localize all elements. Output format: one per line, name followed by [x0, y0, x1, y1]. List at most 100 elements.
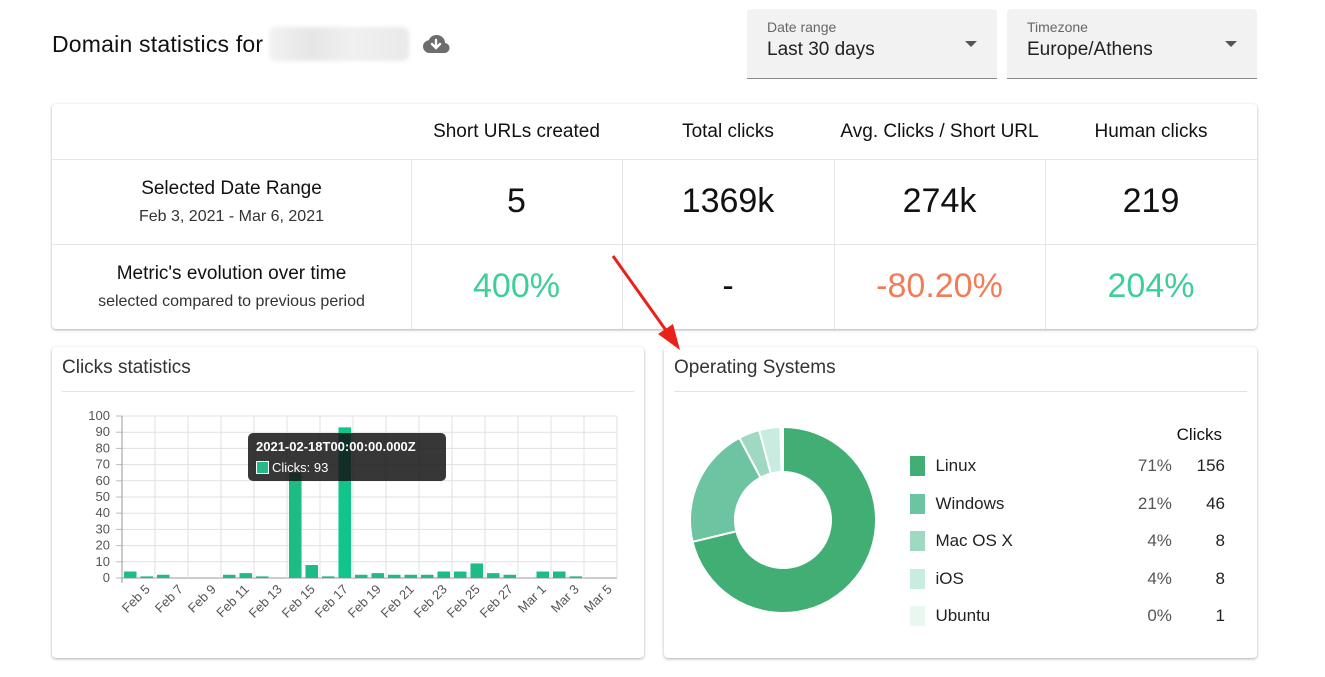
bar — [255, 576, 269, 578]
pie-slice — [691, 425, 877, 614]
legend-name: Ubuntu — [935, 606, 991, 625]
chevron-down-icon — [965, 41, 977, 47]
timezone-label: Timezone — [1027, 19, 1088, 35]
row-title: Selected Date Range — [141, 177, 322, 199]
legend-clicks: 8 — [1215, 568, 1225, 588]
y-tick-label: 100 — [88, 408, 110, 423]
bar — [354, 574, 368, 578]
x-tick-label: Feb 23 — [411, 582, 450, 621]
clicks-statistics-card: Clicks statistics 0 10 20 30 40 50 60 70 80 90 100… — [52, 347, 644, 658]
short-urls-evolution: 400% — [473, 267, 560, 305]
bar — [123, 571, 137, 578]
date-range-value: Last 30 days — [767, 39, 875, 60]
timezone-value: Europe/Athens — [1027, 39, 1153, 60]
tooltip-title: 2021-02-18T00:00:00.000Z — [256, 439, 416, 454]
bar — [222, 574, 236, 578]
legend-row[interactable]: iOS 4% 8 — [910, 567, 1225, 591]
legend-row[interactable]: Mac OS X 4% 8 — [910, 529, 1225, 553]
y-tick-label: 60 — [96, 473, 110, 488]
legend-percent: 4% — [1147, 531, 1172, 550]
bar — [453, 571, 467, 578]
y-tick-label: 40 — [96, 505, 110, 520]
timezone-select[interactable]: Timezone Europe/Athens — [1007, 9, 1257, 79]
chart-tooltip: 2021-02-18T00:00:00.000Z Clicks: 93 — [248, 433, 446, 481]
x-tick-label: Feb 27 — [477, 582, 516, 621]
bar — [321, 576, 335, 578]
tooltip-swatch — [256, 461, 269, 474]
column-header: Short URLs created — [433, 120, 600, 142]
legend-percent: 71% — [1137, 456, 1172, 475]
bar — [536, 571, 550, 578]
legend-name: Mac OS X — [935, 531, 1013, 550]
table-row-header: Selected Date Range Feb 3, 2021 - Mar 6,… — [52, 159, 411, 244]
bar — [437, 571, 451, 578]
total-clicks-evolution: - — [722, 267, 734, 305]
avg-clicks-value: 274k — [902, 182, 977, 220]
y-tick-label: 80 — [96, 440, 110, 455]
y-tick-label: 10 — [96, 554, 110, 569]
bar — [404, 574, 418, 578]
legend-name: iOS — [935, 568, 964, 588]
page-header: Domain statistics for — [52, 22, 451, 66]
bar — [387, 574, 401, 578]
pie-slice — [779, 425, 784, 474]
chevron-down-icon — [1225, 41, 1237, 47]
pie-slice — [689, 436, 762, 544]
y-tick-label: 30 — [96, 521, 110, 536]
legend-swatch — [910, 568, 926, 589]
card-title: Clicks statistics — [62, 357, 191, 378]
bar — [305, 565, 319, 578]
legend-percent: 0% — [1147, 606, 1172, 625]
operating-systems-card: Operating Systems Clicks Linux 71% 156 Wind… — [664, 347, 1257, 658]
redacted-domain — [269, 27, 410, 61]
x-tick-label: Feb 21 — [378, 582, 417, 621]
x-tick-label: Feb 17 — [312, 582, 351, 621]
bar — [156, 574, 170, 578]
legend-row[interactable]: Windows 21% 46 — [910, 492, 1225, 516]
bar — [569, 576, 583, 578]
date-range-label: Date range — [767, 19, 837, 35]
column-header: Total clicks — [682, 120, 774, 142]
x-tick-label: Feb 19 — [345, 582, 384, 621]
os-doughnut-chart[interactable] — [664, 407, 894, 647]
bar — [288, 472, 302, 578]
bar — [552, 571, 566, 578]
date-range-select[interactable]: Date range Last 30 days — [747, 9, 997, 79]
card-title: Operating Systems — [674, 357, 836, 378]
total-clicks-value: 1369k — [681, 182, 775, 220]
legend-swatch — [910, 531, 926, 551]
page-title: Domain statistics for — [52, 30, 264, 57]
bar — [239, 573, 253, 578]
legend-clicks: 1 — [1215, 606, 1225, 625]
y-tick-label: 20 — [96, 538, 110, 553]
y-tick-label: 50 — [96, 489, 110, 504]
x-tick-label: Feb 11 — [213, 582, 252, 621]
bar — [503, 574, 517, 578]
row-title: Metric's evolution over time — [116, 262, 347, 284]
x-tick-label: Mar 5 — [581, 582, 615, 616]
bar — [486, 573, 500, 578]
legend-row[interactable]: Ubuntu 0% 1 — [910, 604, 1225, 628]
legend-swatch — [910, 493, 926, 514]
column-header: Human clicks — [1094, 120, 1208, 142]
legend-swatch — [910, 606, 926, 626]
x-tick-label: Mar 1 — [515, 582, 549, 616]
clicks-column-header: Clicks — [1176, 425, 1222, 444]
y-tick-label: 70 — [96, 457, 110, 472]
y-tick-label: 0 — [103, 570, 110, 585]
bar — [470, 563, 484, 578]
x-tick-label: Feb 7 — [152, 582, 186, 616]
tooltip-value: Clicks: 93 — [272, 460, 329, 475]
table-row-header: Metric's evolution over time selected co… — [52, 244, 411, 329]
legend-row[interactable]: Linux 71% 156 — [910, 454, 1225, 478]
cloud-download-icon[interactable] — [421, 32, 451, 56]
statistics-table: Short URLs created Total clicks Avg. Cli… — [52, 104, 1257, 329]
x-tick-label: Feb 5 — [119, 582, 153, 616]
x-tick-label: Feb 25 — [444, 582, 483, 621]
legend-percent: 21% — [1137, 493, 1172, 513]
x-tick-label: Feb 15 — [279, 582, 318, 621]
x-tick-label: Mar 3 — [548, 582, 582, 616]
row-subtitle: Feb 3, 2021 - Mar 6, 2021 — [139, 207, 324, 225]
legend-percent: 4% — [1147, 568, 1172, 588]
